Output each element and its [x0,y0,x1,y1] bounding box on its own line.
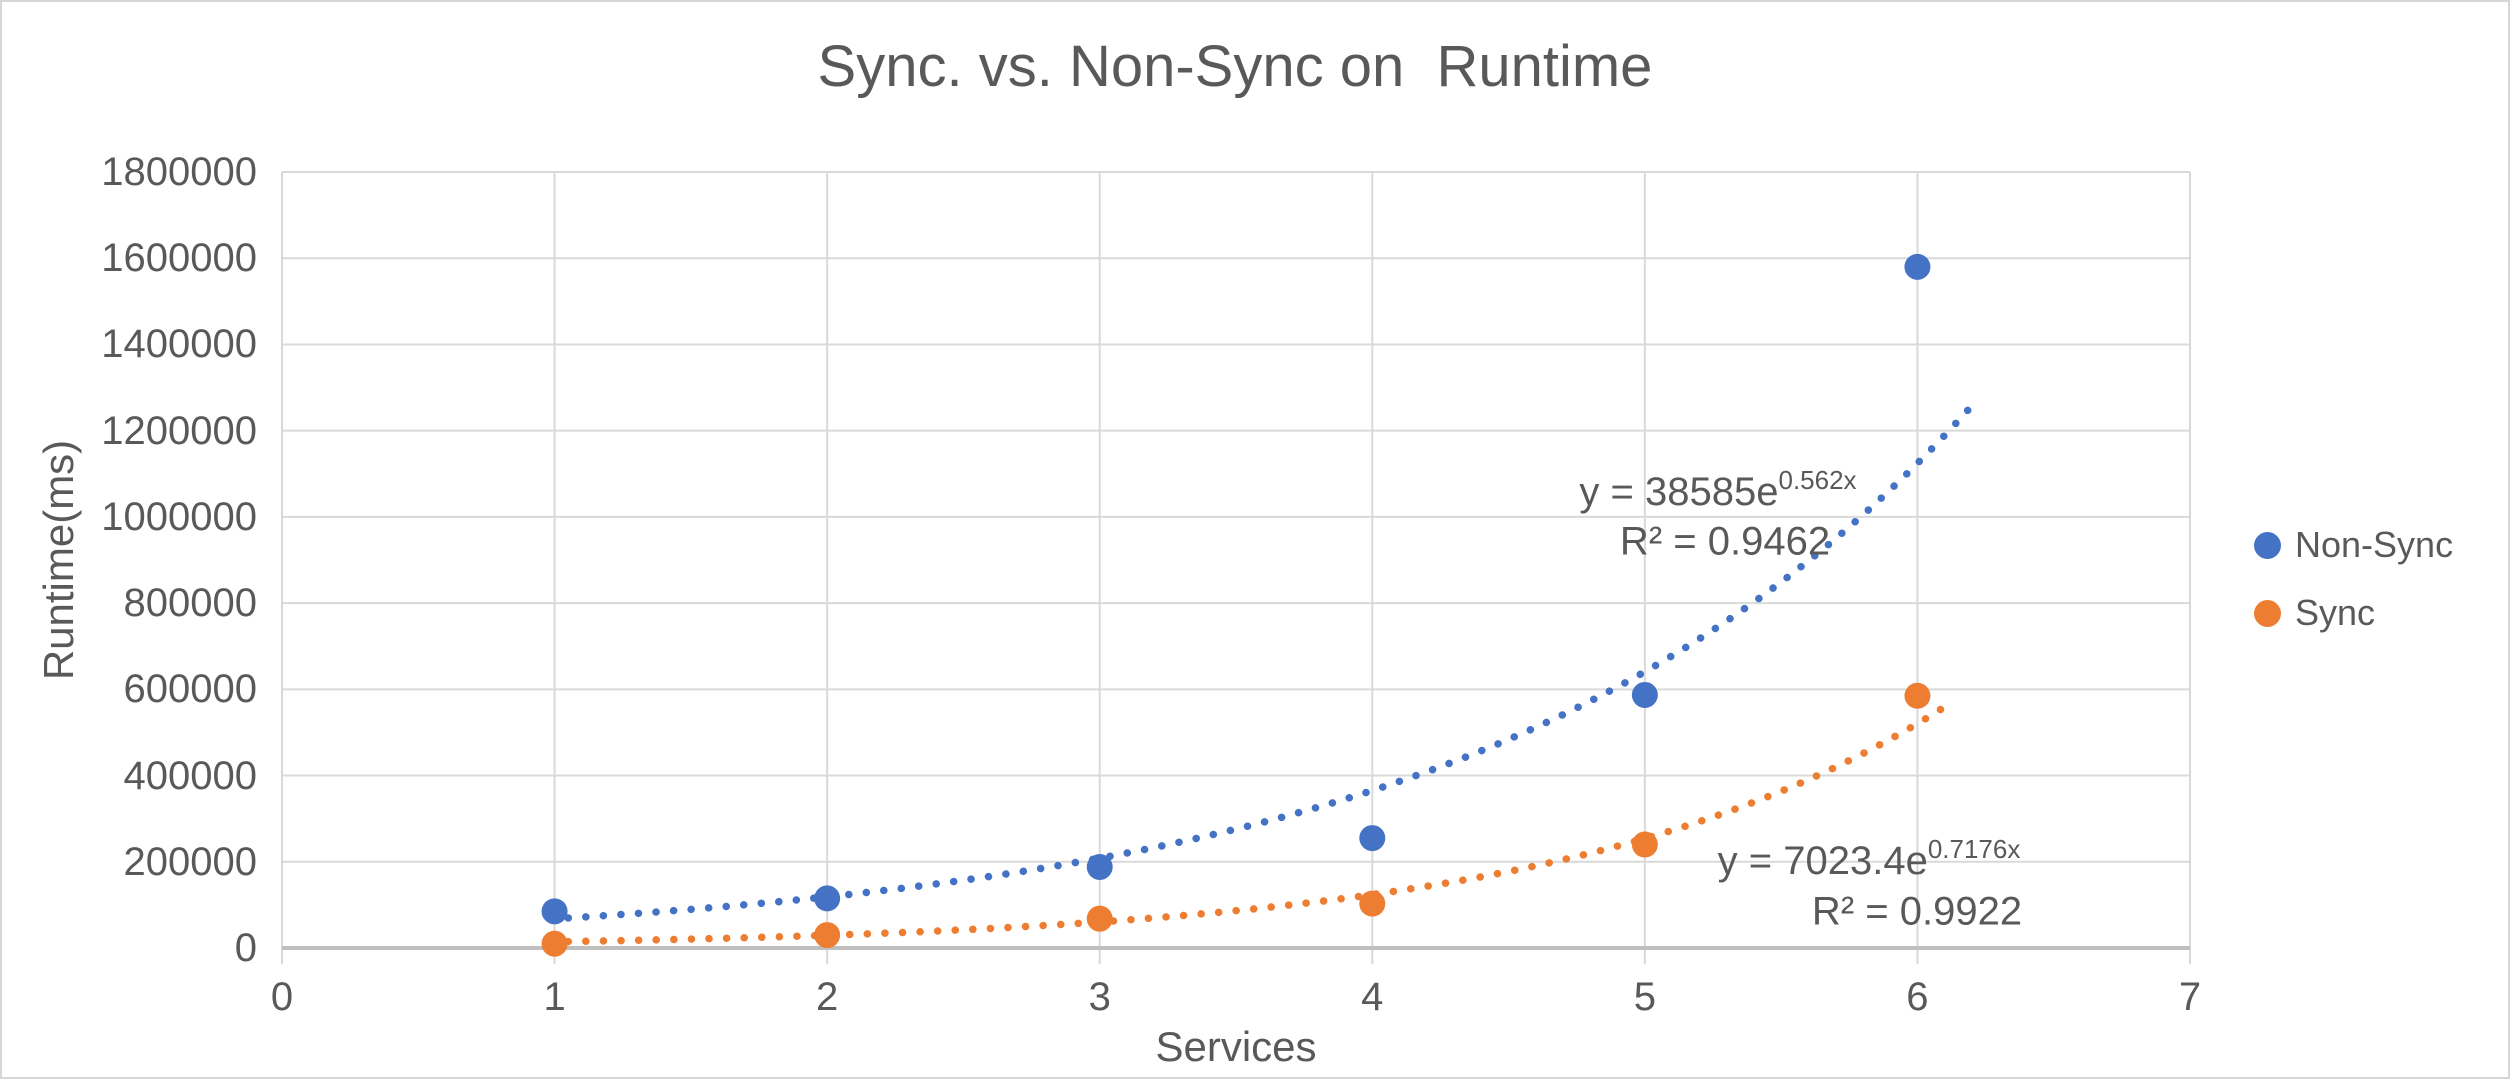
trendline-equation-sync: y = 7023.4e0.7176x [1717,833,2021,884]
x-tick-label: 7 [2178,975,2202,1019]
data-point-non-sync[interactable] [1359,825,1386,852]
data-point-sync[interactable] [1904,682,1931,709]
y-tick-label: 0 [234,926,257,970]
legend-item-sync[interactable]: Sync [2254,592,2453,634]
legend-label: Non-Sync [2295,524,2454,565]
data-point-non-sync[interactable] [1904,253,1931,280]
y-tick-label: 800000 [123,581,257,626]
y-tick-label: 1600000 [101,236,257,281]
x-tick-label: 1 [543,975,566,1019]
plot-area[interactable] [281,171,2191,964]
legend-item-non-sync[interactable]: Non-Sync [2254,524,2453,566]
y-tick-label: 1800000 [101,150,257,194]
chart-title: Sync. vs. Non-Sync on Runtime [817,34,1653,99]
y-tick-label: 400000 [123,753,257,798]
data-point-sync[interactable] [814,922,841,949]
y-tick-label: 1400000 [101,322,257,367]
data-point-non-sync[interactable] [1631,681,1658,708]
y-tick-label: 600000 [123,667,257,712]
data-point-sync[interactable] [1631,831,1658,858]
legend-label: Sync [2295,592,2376,633]
data-point-non-sync[interactable] [814,885,841,912]
trendline-equation-non-sync: y = 38585e0.562x [1579,464,1857,515]
y-axis-title: Runtime(ms) [35,439,82,681]
x-tick-label: 4 [1361,975,1384,1019]
legend-marker-icon [2254,531,2281,559]
trendline-r2-non-sync: R² = 0.9462 [1619,519,1831,564]
trendline-sync[interactable] [564,699,1954,946]
data-point-sync[interactable] [541,930,568,957]
data-point-sync[interactable] [1359,890,1386,917]
x-tick-label: 3 [1088,975,1111,1019]
x-tick-label: 6 [1906,975,1929,1019]
x-tick-label: 0 [270,975,294,1019]
y-tick-label: 1200000 [101,408,257,453]
trendline-r2-sync: R² = 0.9922 [1811,889,2023,934]
x-axis-title: Services [1155,1023,1317,1070]
legend: Non-Sync Sync [2254,524,2453,634]
x-tick-label: 5 [1633,975,1656,1019]
legend-marker-icon [2254,599,2281,627]
y-tick-label: 200000 [123,839,257,884]
data-point-non-sync[interactable] [1086,853,1113,880]
x-tick-label: 2 [816,975,839,1019]
data-point-non-sync[interactable] [541,898,568,925]
y-tick-label: 1000000 [101,494,257,539]
data-point-sync[interactable] [1086,905,1113,932]
